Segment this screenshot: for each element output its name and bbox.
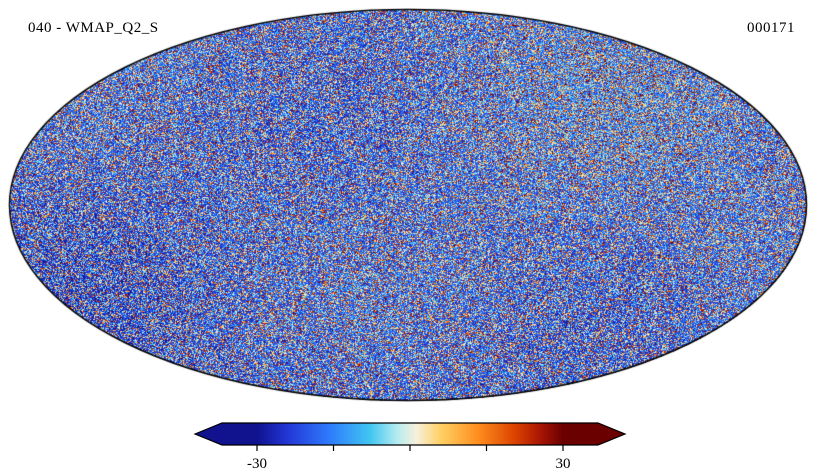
map-title: 040 - WMAP_Q2_S — [28, 20, 159, 36]
sky-map-canvas — [8, 8, 808, 402]
colorbar-tick-label: -30 — [247, 456, 267, 472]
frame-number: 000171 — [747, 20, 795, 36]
colorbar-tick-label: 30 — [556, 456, 571, 472]
colorbar: -30 30 — [193, 422, 627, 472]
colorbar-ticks: -30 30 — [247, 445, 571, 472]
colorbar-gradient-bar — [193, 422, 627, 446]
